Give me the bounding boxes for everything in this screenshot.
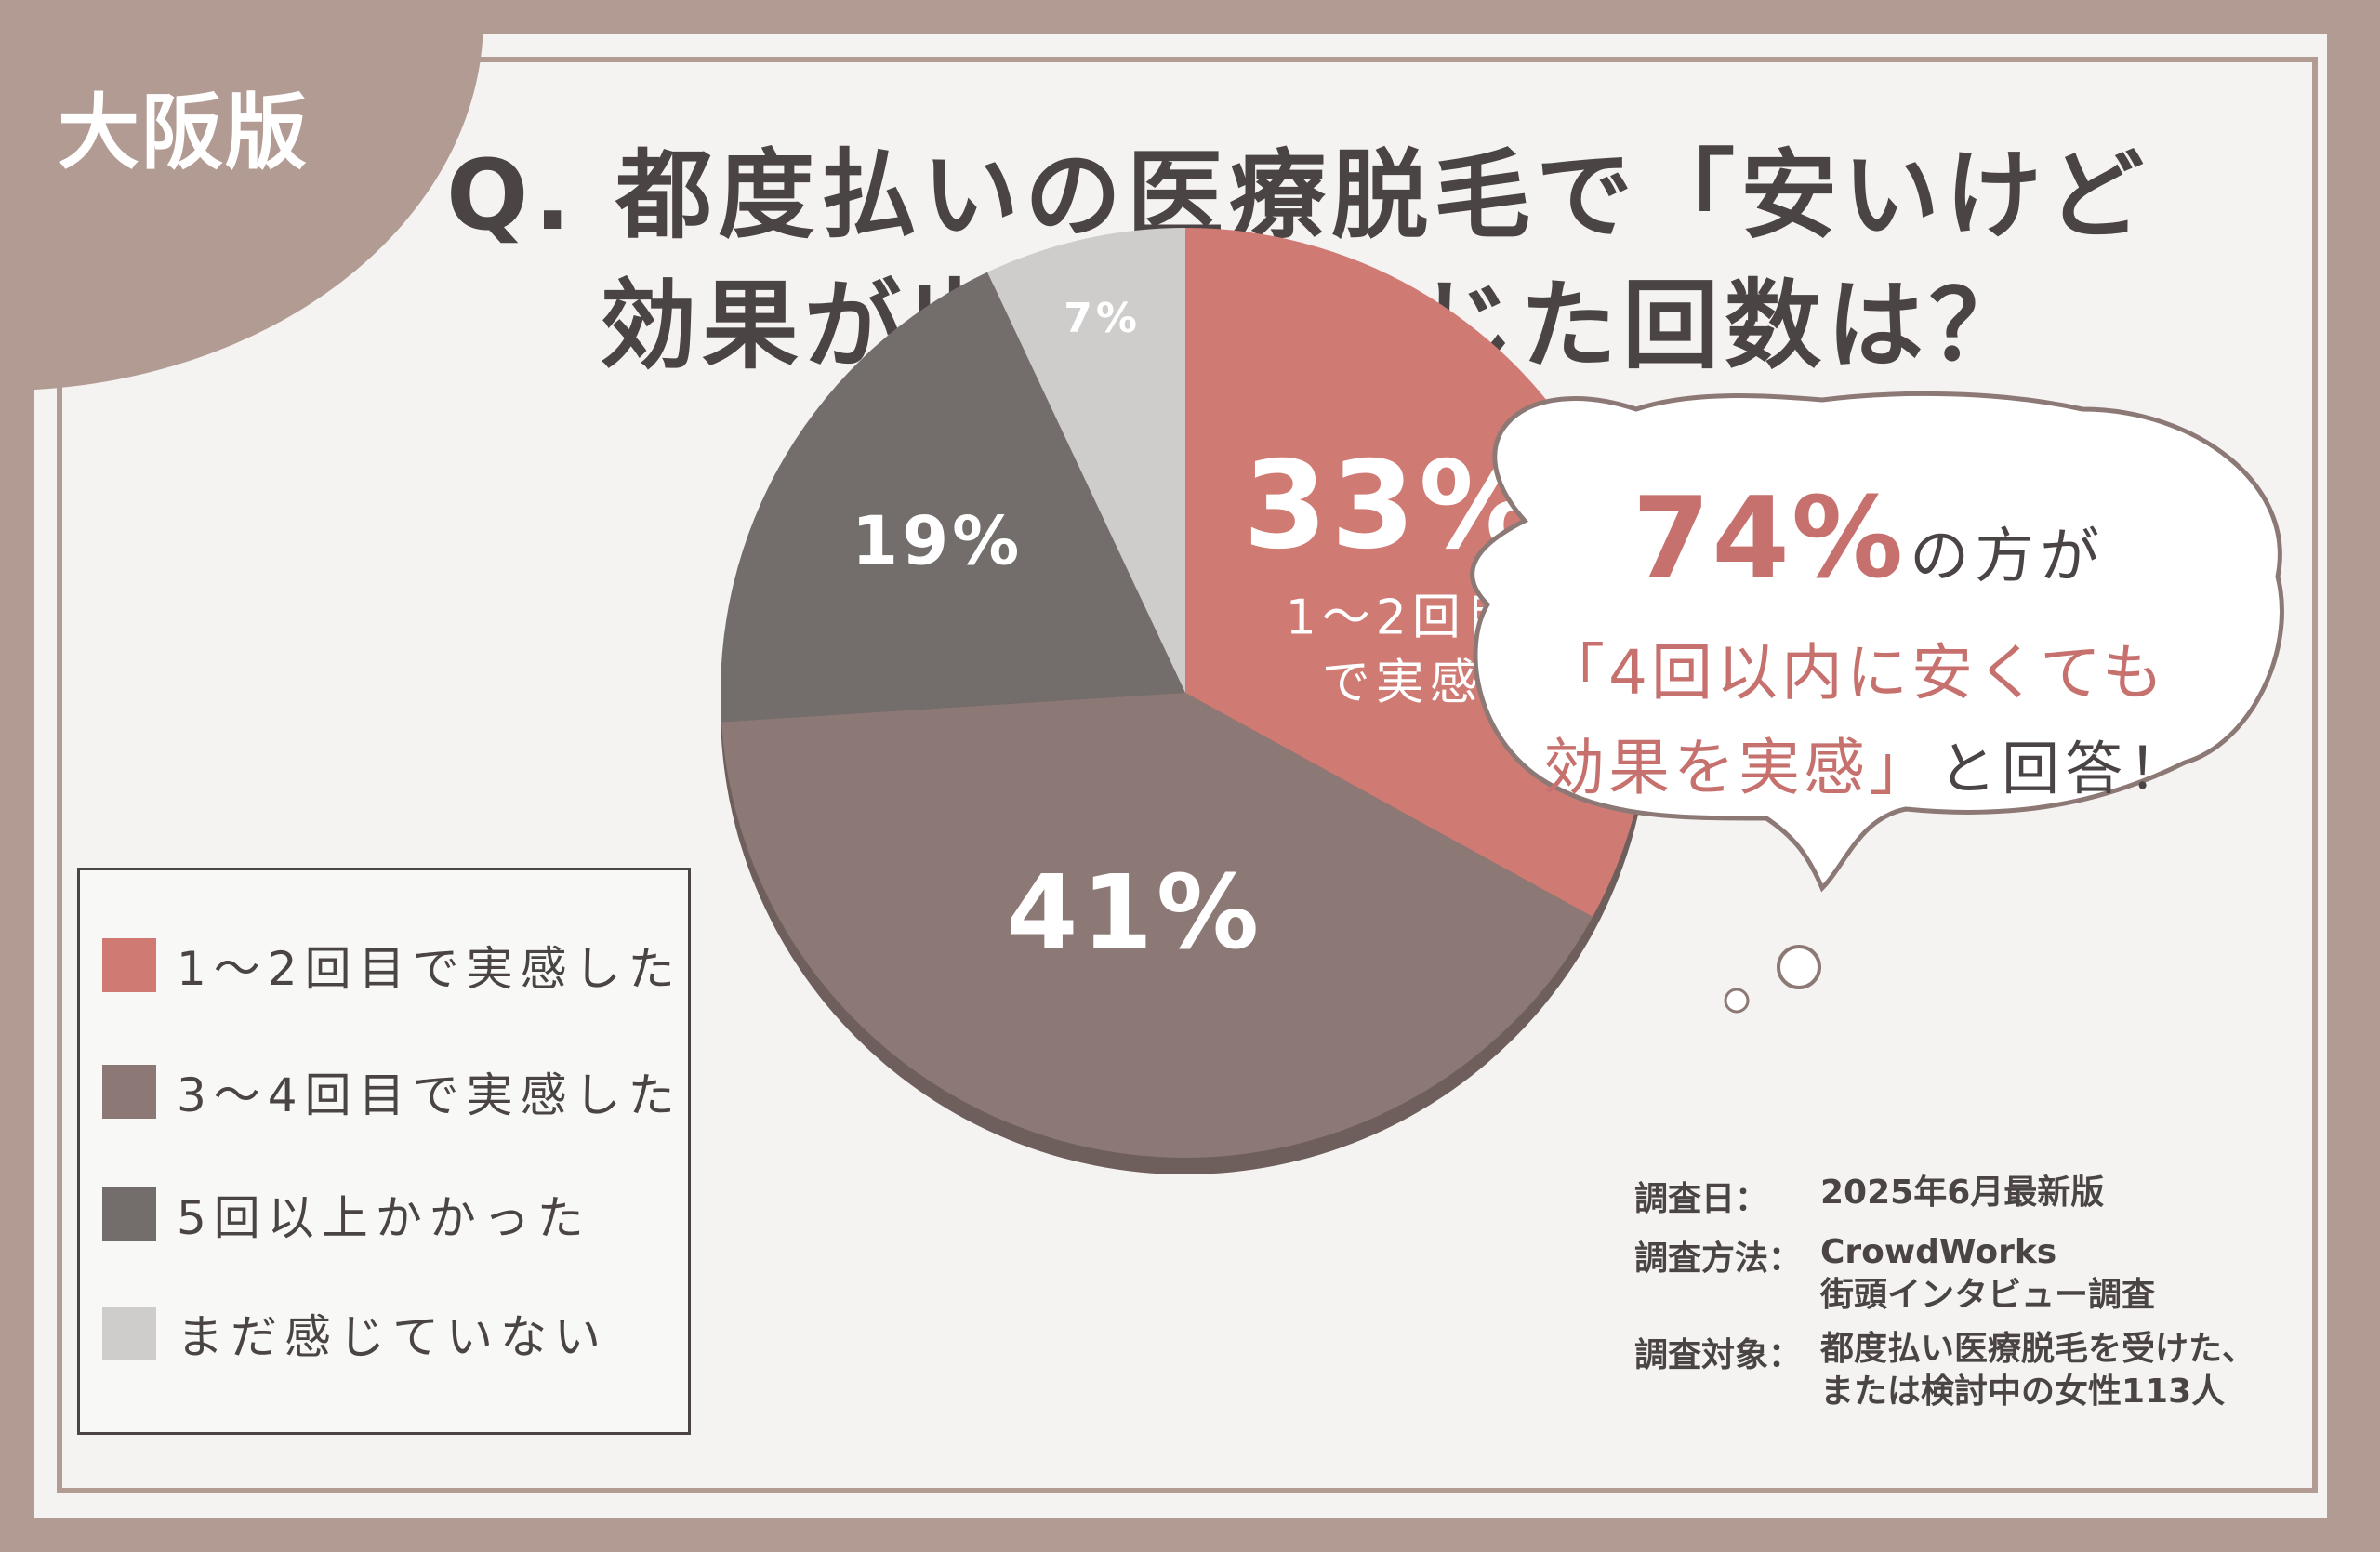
legend-label: 3～4回目で実感した: [177, 1068, 682, 1122]
bubble-percent-suffix: の方が: [1910, 523, 2106, 591]
thought-bubble-dot-small: [1724, 988, 1750, 1014]
note-date: 調査日： 2025年6月最新版: [1634, 1172, 2255, 1220]
bubble-line2: 「4回以内に安くても: [1543, 637, 2167, 709]
pie-slice: [721, 272, 1185, 723]
note-method-value-1: CrowdWorks: [1820, 1233, 2057, 1271]
legend-swatch: [102, 938, 156, 992]
pie-slice-label: 7%: [1064, 295, 1141, 342]
pie-slice: [721, 693, 1593, 1159]
note-method-value-2: 街頭インタビュー調査: [1820, 1276, 2156, 1314]
legend-swatch: [102, 1187, 156, 1241]
legend-label: 5回以上かかった: [177, 1191, 591, 1245]
region-badge-label: 大阪版: [58, 85, 310, 180]
note-date-key: 調査日：: [1634, 1180, 1769, 1218]
bubble-line1: 74% の方が: [1506, 474, 2231, 604]
legend-item: 5回以上かかった: [102, 1187, 591, 1245]
pie-slice-sublabel: で実感: [1322, 656, 1484, 711]
note-target-key: 調査対象：: [1634, 1336, 1803, 1374]
bubble-percent: 74%: [1632, 474, 1906, 604]
survey-notes: 調査日： 2025年6月最新版 調査方法： CrowdWorks 街頭インタビュ…: [1634, 1172, 2255, 1425]
pie-slice-label: 41%: [1007, 853, 1263, 972]
legend-label: 1～2回目で実感した: [177, 942, 682, 996]
thought-bubble-dot-large: [1777, 945, 1821, 989]
legend-swatch: [102, 1307, 156, 1360]
note-target-value-2: または検討中の女性113人: [1820, 1373, 2226, 1411]
pie-slice-label: 19%: [852, 502, 1023, 580]
thought-bubble: [1470, 391, 2284, 1014]
note-date-value: 2025年6月最新版: [1820, 1174, 2105, 1212]
thought-bubble-shape: [1470, 391, 2284, 893]
note-method: 調査方法： CrowdWorks 街頭インタビュー調査: [1634, 1231, 2255, 1317]
pie-slice: [987, 228, 1185, 693]
note-target-value-1: 都度払い医療脱毛を受けた、: [1820, 1330, 2256, 1368]
card-border: [57, 57, 2318, 1493]
legend-item: まだ感じていない: [102, 1307, 608, 1364]
legend-swatch: [102, 1065, 156, 1119]
legend-item: 3～4回目で実感した: [102, 1065, 682, 1122]
bubble-line3-tail: と回答！: [1938, 735, 2192, 803]
note-target: 調査対象： 都度払い医療脱毛を受けた、 または検討中の女性113人: [1634, 1328, 2255, 1413]
chart-title-line1: Q. 都度払いの医療脱毛で「安いけど: [446, 139, 2150, 252]
legend-label: まだ感じていない: [177, 1310, 608, 1364]
legend-item: 1～2回目で実感した: [102, 938, 682, 996]
bubble-line3: 効果を実感」 と回答！: [1543, 718, 2306, 807]
legend: 1～2回目で実感した 3～4回目で実感した 5回以上かかった まだ感じていない: [77, 868, 691, 1435]
bubble-line3-highlight: 効果を実感」: [1543, 732, 1934, 803]
note-method-key: 調査方法：: [1634, 1240, 1803, 1278]
